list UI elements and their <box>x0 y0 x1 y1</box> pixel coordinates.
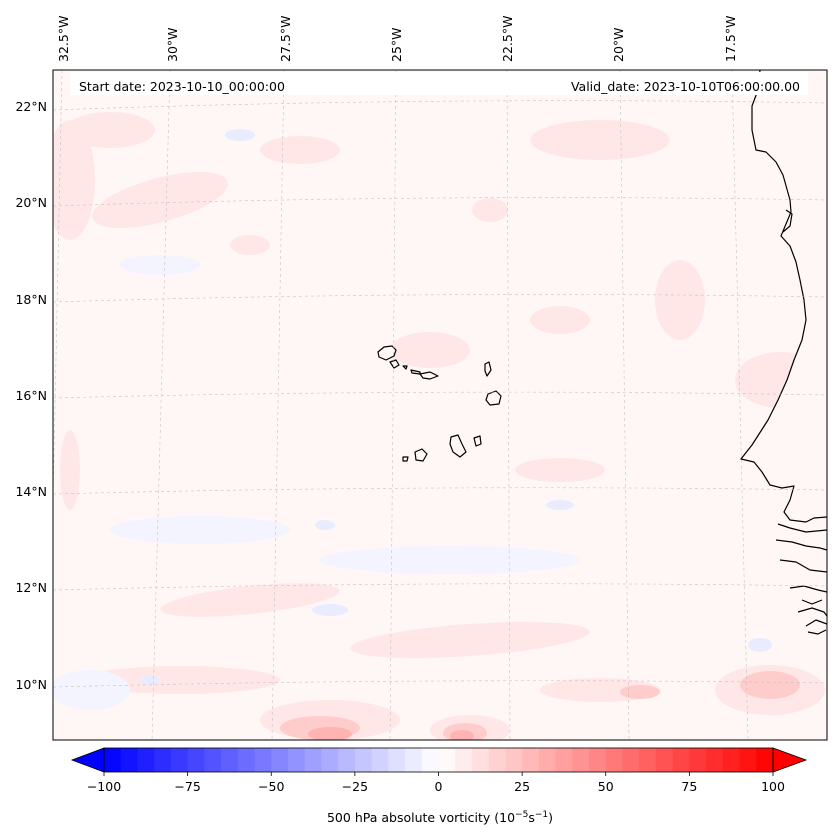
colorbar-segment <box>354 748 373 772</box>
cape-verde-islands <box>377 345 502 462</box>
lat-label-18n: 18°N <box>15 292 47 307</box>
colorbar-segment <box>204 748 222 772</box>
colorbar-segments <box>104 748 774 772</box>
colorbar-segment <box>154 748 172 772</box>
colorbar-label-exp1: −5 <box>515 810 528 820</box>
latitude-labels: 22°N 20°N 18°N 16°N 14°N 12°N 10°N <box>15 99 47 692</box>
colorbar-segment <box>120 748 138 772</box>
colorbar-segment <box>572 748 590 772</box>
colorbar-segment <box>672 748 690 772</box>
longitude-labels: 32.5°W 30°W 27.5°W 25°W 22.5°W 20°W 17.5… <box>56 16 738 62</box>
colorbar-segment <box>689 748 707 772</box>
colorbar-segment <box>639 748 657 772</box>
lat-label-14n: 14°N <box>15 484 47 499</box>
colorbar-segment <box>471 748 490 772</box>
colorbar-segment <box>187 748 205 772</box>
lon-label-27-5w: 27.5°W <box>278 16 293 62</box>
colorbar-segment <box>237 748 256 772</box>
colorbar-extend-min <box>70 747 105 773</box>
gridlines <box>53 70 827 740</box>
lat-label-16n: 16°N <box>15 388 47 403</box>
lat-label-22n: 22°N <box>15 99 47 114</box>
colorbar-segment <box>455 748 473 772</box>
island-sal <box>484 361 492 377</box>
colorbar-tick-label: 75 <box>681 779 697 794</box>
colorbar-segment <box>605 748 623 772</box>
colorbar-tick-label: −50 <box>258 779 284 794</box>
colorbar-label-main: 500 hPa absolute vorticity (10 <box>327 810 515 825</box>
header-band <box>70 72 808 95</box>
colorbar-segment <box>706 748 724 772</box>
colorbar-tick-label: 50 <box>598 779 614 794</box>
colorbar-segment <box>438 748 456 772</box>
island-sao-vicente <box>389 359 400 369</box>
colorbar-segment <box>538 748 557 772</box>
lon-label-22-5w: 22.5°W <box>500 16 515 62</box>
colorbar-segment <box>722 748 741 772</box>
colorbar-segment <box>622 748 640 772</box>
lon-label-20w: 20°W <box>611 27 626 62</box>
colorbar-segment <box>254 748 272 772</box>
island-santa-luzia <box>402 365 408 370</box>
colorbar-tick-label: 25 <box>514 779 530 794</box>
island-santiago <box>449 434 467 458</box>
map-frame <box>52 69 828 741</box>
colorbar-segment <box>756 748 774 772</box>
colorbar-label-mid: s <box>528 810 535 825</box>
colorbar-tick-label: −100 <box>87 779 121 794</box>
colorbar-segment <box>137 748 155 772</box>
colorbar-segment <box>338 748 356 772</box>
colorbar-segment <box>655 748 674 772</box>
start-date-label: Start date: 2023-10-10_00:00:00 <box>79 79 285 94</box>
island-santo-antao <box>377 345 397 361</box>
island-brava <box>402 456 409 462</box>
colorbar-segment <box>589 748 607 772</box>
island-fogo <box>414 448 428 462</box>
colorbar-tick-label: 0 <box>435 779 443 794</box>
colorbar-segment <box>555 748 573 772</box>
colorbar-segment <box>170 748 189 772</box>
valid-date-label: Valid_date: 2023-10-10T06:00:00.00 <box>571 79 800 94</box>
colorbar-segment <box>104 748 122 772</box>
lat-label-12n: 12°N <box>15 580 47 595</box>
colorbar-tick-label: −75 <box>174 779 200 794</box>
colorbar-segment <box>522 748 540 772</box>
lon-label-25w: 25°W <box>389 27 404 62</box>
colorbar-label-end: ) <box>548 810 553 825</box>
island-boa-vista <box>485 390 502 406</box>
colorbar-label: 500 hPa absolute vorticity (10−5s−1) <box>327 810 553 825</box>
colorbar-segment <box>405 748 423 772</box>
colorbar-segment <box>221 748 239 772</box>
colorbar-segment <box>505 748 523 772</box>
lon-label-32-5w: 32.5°W <box>56 16 71 62</box>
colorbar-segment <box>304 748 322 772</box>
colorbar-segment <box>271 748 289 772</box>
lon-label-30w: 30°W <box>165 27 180 62</box>
colorbar-segment <box>739 748 757 772</box>
lat-label-10n: 10°N <box>15 677 47 692</box>
colorbar: −100 −75 −50 −25 0 25 50 75 100 500 hPa absolute… <box>70 747 808 825</box>
colorbar-segment <box>371 748 389 772</box>
colorbar-segment <box>321 748 339 772</box>
lon-label-17-5w: 17.5°W <box>723 16 738 62</box>
colorbar-label-exp2: −1 <box>535 810 548 820</box>
colorbar-tick-label: 100 <box>761 779 785 794</box>
colorbar-segment <box>421 748 440 772</box>
island-sao-nicolau-east <box>419 371 439 380</box>
vorticity-field <box>53 70 827 740</box>
colorbar-segment <box>488 748 506 772</box>
colorbar-segment <box>287 748 306 772</box>
africa-coastline <box>742 70 827 740</box>
colorbar-ticks: −100 −75 −50 −25 0 25 50 75 100 <box>87 772 785 794</box>
colorbar-segment <box>388 748 406 772</box>
colorbar-tick-label: −25 <box>342 779 368 794</box>
colorbar-extend-max <box>772 747 808 773</box>
lat-label-20n: 20°N <box>15 195 47 210</box>
island-maio <box>473 435 482 447</box>
